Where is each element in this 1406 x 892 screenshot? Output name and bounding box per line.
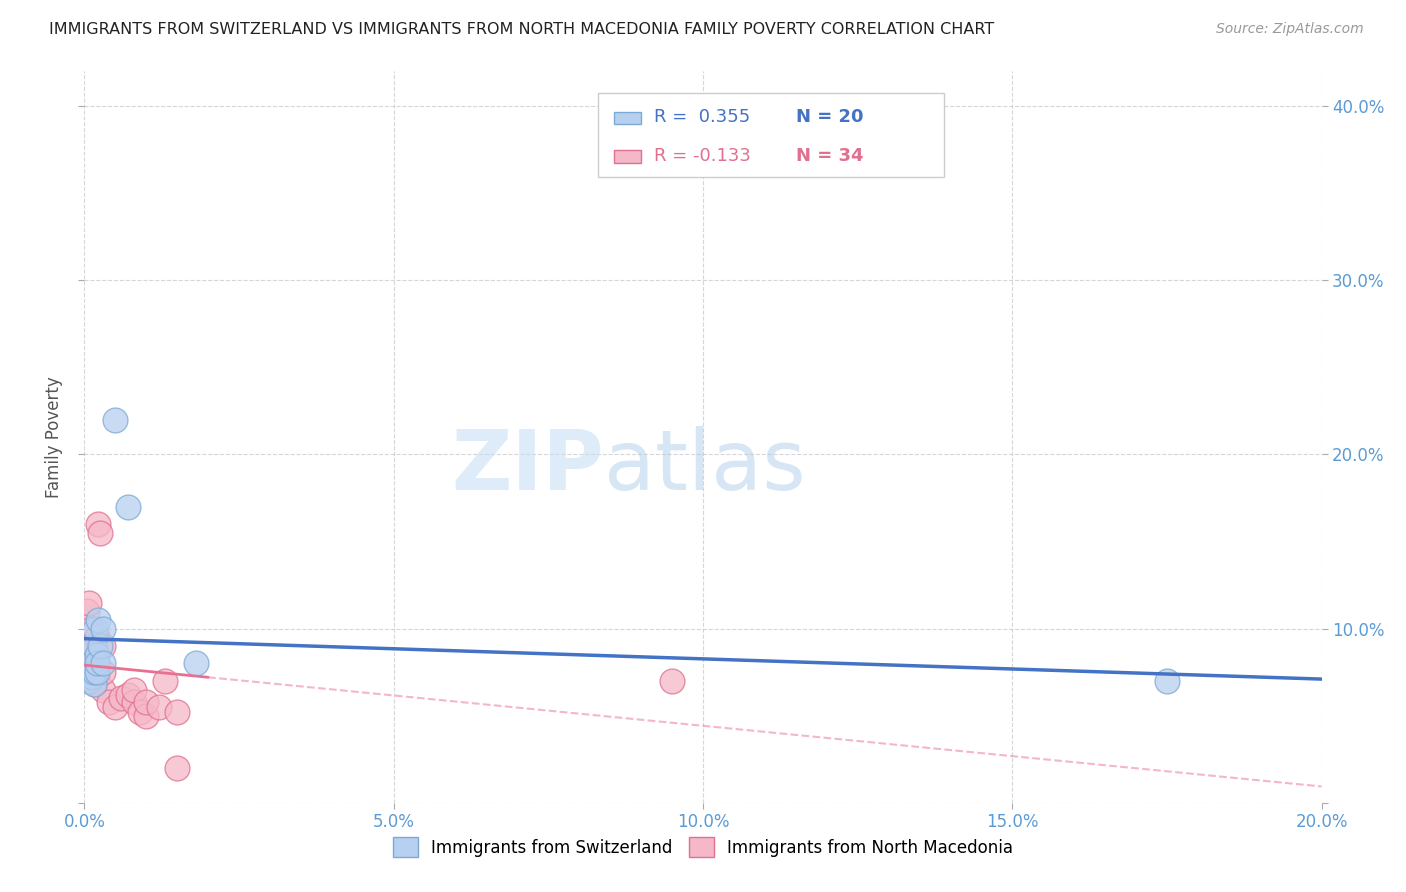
Point xyxy=(84,677,107,691)
Polygon shape xyxy=(614,112,641,124)
Point xyxy=(117,688,139,702)
Point xyxy=(80,657,103,671)
Point xyxy=(83,665,105,680)
Point xyxy=(104,700,127,714)
Point xyxy=(91,682,114,697)
Point xyxy=(79,595,101,609)
Point xyxy=(153,673,176,688)
FancyBboxPatch shape xyxy=(598,94,945,178)
Point xyxy=(79,673,101,688)
Point xyxy=(661,673,683,688)
Point xyxy=(86,670,108,684)
Point xyxy=(89,639,111,653)
Point xyxy=(80,673,103,688)
Point xyxy=(148,700,170,714)
Point xyxy=(122,695,145,709)
Point xyxy=(83,639,105,653)
Text: IMMIGRANTS FROM SWITZERLAND VS IMMIGRANTS FROM NORTH MACEDONIA FAMILY POVERTY CO: IMMIGRANTS FROM SWITZERLAND VS IMMIGRANT… xyxy=(49,22,994,37)
Text: Source: ZipAtlas.com: Source: ZipAtlas.com xyxy=(1216,22,1364,37)
Point xyxy=(129,705,152,719)
Legend: Immigrants from Switzerland, Immigrants from North Macedonia: Immigrants from Switzerland, Immigrants … xyxy=(387,830,1019,864)
Point xyxy=(86,665,108,680)
Point xyxy=(98,695,121,709)
Point xyxy=(79,639,101,653)
Point xyxy=(83,665,105,680)
Point xyxy=(83,668,105,682)
Point xyxy=(117,500,139,514)
Point xyxy=(87,517,110,532)
Point xyxy=(104,412,127,426)
Point xyxy=(86,657,108,671)
Polygon shape xyxy=(614,151,641,163)
Point xyxy=(122,682,145,697)
Point xyxy=(91,665,114,680)
Point xyxy=(86,665,108,680)
Text: R =  0.355: R = 0.355 xyxy=(654,109,749,127)
Point xyxy=(80,657,103,671)
Text: N = 20: N = 20 xyxy=(796,109,863,127)
Point xyxy=(91,639,114,653)
Text: atlas: atlas xyxy=(605,425,806,507)
Point xyxy=(80,670,103,684)
Point xyxy=(135,695,157,709)
Point xyxy=(79,648,101,662)
Point xyxy=(166,761,188,775)
Point xyxy=(79,665,101,680)
Point xyxy=(79,668,101,682)
Text: R = -0.133: R = -0.133 xyxy=(654,147,751,165)
Point xyxy=(86,657,108,671)
Point xyxy=(86,648,108,662)
Point xyxy=(76,604,98,618)
Point xyxy=(83,653,105,667)
Text: ZIP: ZIP xyxy=(451,425,605,507)
Point xyxy=(91,657,114,671)
Point xyxy=(84,622,107,636)
Point xyxy=(86,631,108,645)
Y-axis label: Family Poverty: Family Poverty xyxy=(45,376,63,498)
Text: N = 34: N = 34 xyxy=(796,147,863,165)
Point xyxy=(91,622,114,636)
Point xyxy=(1156,673,1178,688)
Point xyxy=(87,613,110,627)
Point xyxy=(135,708,157,723)
Point xyxy=(79,622,101,636)
Point xyxy=(110,691,132,706)
Point xyxy=(89,525,111,540)
Point xyxy=(83,677,105,691)
Point xyxy=(166,705,188,719)
Point xyxy=(184,657,207,671)
